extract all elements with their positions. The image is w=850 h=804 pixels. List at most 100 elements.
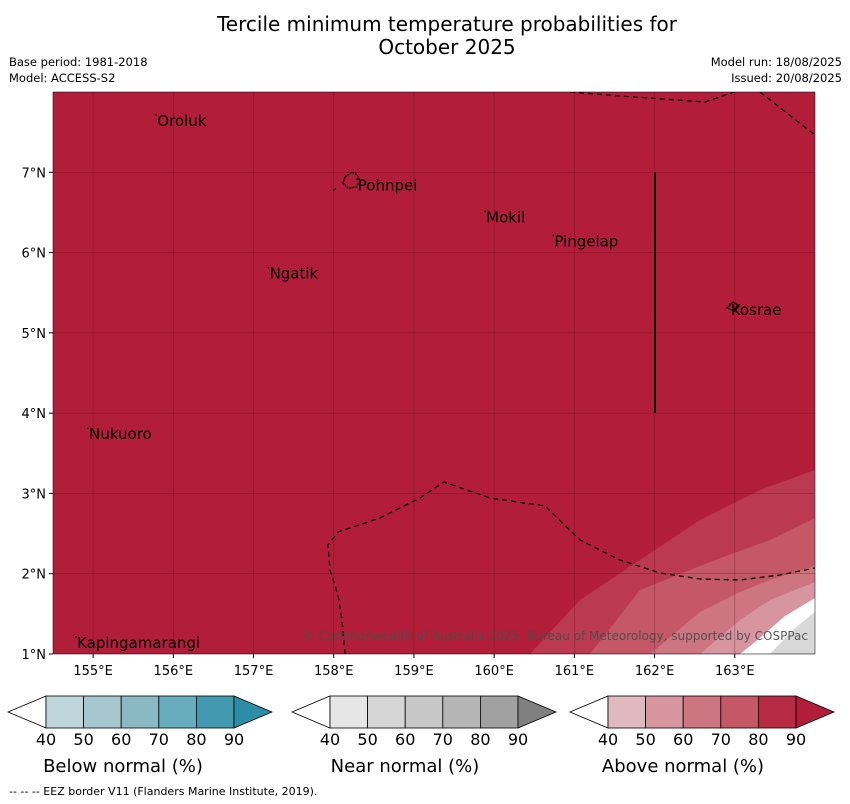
lat-tick-label: 4°N [22,407,47,422]
legend-tick-label: 90 [224,730,244,749]
eez-north [569,92,737,103]
place-label: Pohnpei [358,176,418,194]
legend-tick-label: 80 [748,730,768,749]
place-marker [728,302,731,305]
lat-tick-label: 6°N [22,247,47,262]
place-label: Kapingamarangi [77,634,200,652]
legend-extend-low [290,695,331,729]
lon-tick-label: 163°E [715,664,755,679]
legend-extend-high [795,695,836,729]
map-title: Tercile minimum temperature probabilitie… [0,13,850,59]
place-marker [75,636,77,638]
legend-tick-label: 60 [111,730,131,749]
legend-tick-label: 40 [320,730,340,749]
legend-tick-label: 80 [470,730,490,749]
lon-tick-label: 158°E [314,664,354,679]
place-marker [267,266,270,269]
legend-1: 40 50 60 70 80 90 Below normal (%) [6,695,274,777]
legend-tick-label: 90 [786,730,806,749]
legend-tick-label: 60 [395,730,415,749]
legends: 40 50 60 70 80 90 Below normal (%) 40 50 60 70 80 90… [6,695,836,777]
place-label: Mokil [486,208,525,226]
lon-tick-label: 160°E [474,664,514,679]
copyright-notice: © Commonwealth of Australia 2025, Bureau… [303,629,808,643]
legend-tick-label: 40 [36,730,56,749]
lat-tick-label: 7°N [22,166,47,181]
lon-tick-label: 155°E [73,664,113,679]
legend-tick-label: 70 [711,730,731,749]
place-marker [552,234,555,237]
legend-tick-label: 50 [635,730,655,749]
eez-footnote: -- -- -- EEZ border V11 (Flanders Marine… [9,785,318,798]
meta-left: Base period: 1981-2018 Model: ACCESS-S2 [9,54,148,86]
legend-swatch [195,695,235,729]
place-label: Pingelap [554,233,618,251]
legend-swatch [442,695,481,729]
lat-tick-label: 3°N [22,487,47,502]
lat-tick-label: 5°N [22,327,47,342]
place-marker [155,114,158,116]
place-marker [87,427,89,430]
model-name: Model: ACCESS-S2 [9,71,116,85]
place-label: Oroluk [157,112,206,130]
legend-swatch [645,695,684,729]
base-period: Base period: 1981-2018 [9,55,148,69]
title-line-2: October 2025 [378,35,516,59]
legend-swatch [45,695,84,729]
ant-atoll [332,187,337,192]
legend-swatch [404,695,444,729]
legend-swatch [758,695,797,729]
eez-south [327,481,815,654]
lon-tick-label: 162°E [635,664,675,679]
lat-tick-label: 2°N [22,568,47,583]
lon-tick-label: 161°E [555,664,595,679]
issued-date: Issued: 20/08/2025 [731,71,842,85]
band-near [770,612,815,654]
legend-extend-high [517,695,558,729]
legend-title: Near normal (%) [331,756,480,777]
legend-tick-label: 60 [673,730,693,749]
legend-tick-label: 70 [149,730,169,749]
legend-extend-high [233,695,274,729]
latitude-ticks: 1°N 2°N 3°N 4°N 5°N 6°N 7°N [22,166,53,663]
legend-swatch [367,695,406,729]
legend-swatch [120,695,160,729]
legend-swatch [479,695,519,729]
legend-tick-label: 90 [508,730,528,749]
legend-swatch [83,695,122,729]
legend-swatch [329,695,368,729]
lon-tick-label: 157°E [234,664,274,679]
map-frame [52,91,816,655]
legend-swatch [158,695,197,729]
lat-tick-label: 1°N [22,648,47,663]
eez-borders [327,92,815,654]
legend-swatch [720,695,759,729]
legend-tick-label: 40 [598,730,618,749]
legend-swatch [682,695,722,729]
lon-tick-label: 156°E [154,664,194,679]
place-label: Kosrae [731,301,782,319]
legend-3: 40 50 60 70 80 90 Above normal (%) [568,695,836,777]
lon-tick-label: 159°E [394,664,434,679]
place-label: Ngatik [270,265,319,283]
legend-extend-low [6,695,47,729]
place-label: Nukuoro [89,425,152,443]
legend-2: 40 50 60 70 80 90 Near normal (%) [290,695,558,777]
kosrae-island [725,301,740,312]
map-panel: Oroluk Pohnpei Mokil Pingelap Ngatik Kosrae Nu… [53,92,815,654]
legend-swatch [607,695,646,729]
place-marker [484,210,487,213]
pohnpei-island [342,171,361,189]
meta-right: Model run: 18/08/2025 Issued: 20/08/2025 [711,54,842,86]
legend-tick-label: 50 [357,730,377,749]
legend-tick-label: 70 [433,730,453,749]
place-marker [355,178,358,181]
legend-tick-label: 80 [186,730,206,749]
eez-northeast [759,92,815,136]
legend-title: Below normal (%) [43,756,203,777]
longitude-ticks: 155°E 156°E 157°E 158°E 159°E 160°E 161°E 162°E… [73,654,755,679]
title-line-1: Tercile minimum temperature probabilitie… [216,12,678,36]
place-labels: Oroluk Pohnpei Mokil Pingelap Ngatik Kosrae Nu… [75,112,781,652]
legend-title: Above normal (%) [602,756,764,777]
